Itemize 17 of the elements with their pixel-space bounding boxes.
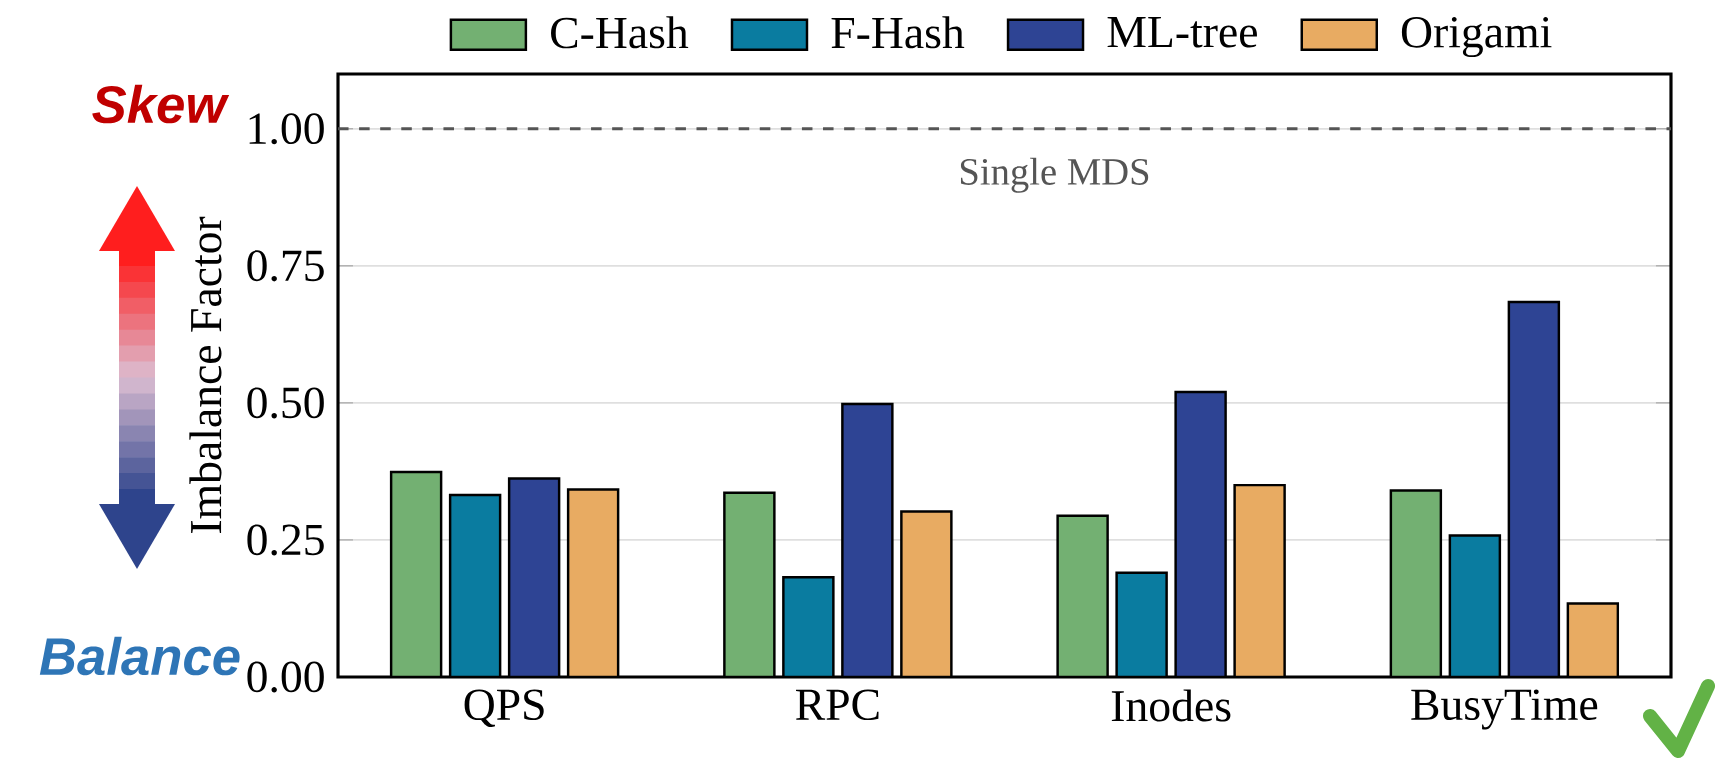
x-tick-label: BusyTime xyxy=(1411,689,1598,730)
y-tick-label: 0.00 xyxy=(247,661,324,693)
x-tick-label: Inodes xyxy=(1111,689,1231,722)
x-tick-label: RPC xyxy=(796,689,879,721)
text: Balance xyxy=(39,636,240,676)
legend-label: ML-tree xyxy=(1107,17,1257,48)
y-tick-label: 1.00 xyxy=(249,113,324,145)
x-tick-label: QPS xyxy=(464,689,544,728)
y-tick-label: 0.50 xyxy=(247,387,324,419)
y-axis-title: Imbalance Factor xyxy=(189,216,222,534)
y-tick-label: 0.25 xyxy=(247,524,324,556)
y-tick-label: 0.75 xyxy=(247,250,324,282)
legend-label: Origami xyxy=(1401,16,1552,58)
legend-label: F-Hash xyxy=(831,16,965,49)
ref-line-label: Single MDS xyxy=(960,157,1149,193)
legend-label: C-Hash xyxy=(551,16,689,49)
text: Skew xyxy=(92,84,230,124)
